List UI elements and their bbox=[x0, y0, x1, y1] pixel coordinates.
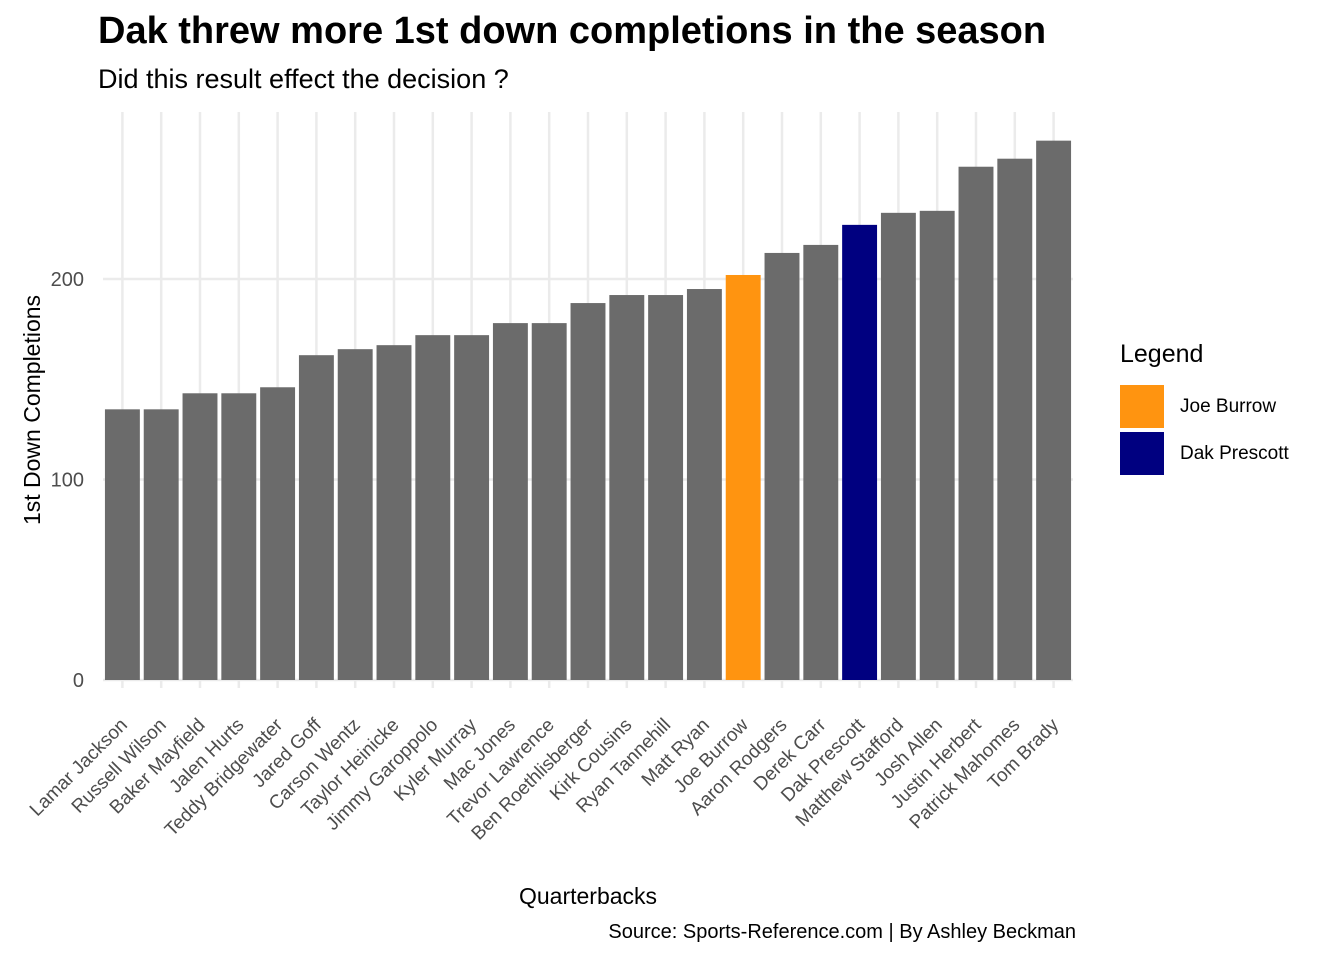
bar bbox=[609, 295, 645, 680]
bar bbox=[880, 212, 916, 680]
bar bbox=[1036, 140, 1072, 680]
bar bbox=[104, 409, 140, 680]
bar bbox=[958, 166, 994, 681]
legend-title: Legend bbox=[1120, 340, 1204, 368]
bar bbox=[298, 355, 334, 680]
bar bbox=[492, 323, 528, 680]
bar bbox=[803, 244, 839, 681]
y-tick-label: 0 bbox=[73, 670, 84, 692]
bar bbox=[376, 345, 412, 680]
bar bbox=[997, 158, 1033, 680]
bar bbox=[337, 349, 373, 680]
y-axis-title: 1st Down Completions bbox=[19, 295, 45, 525]
y-tick-label: 100 bbox=[51, 470, 84, 492]
x-axis-title: Quarterbacks bbox=[519, 883, 657, 909]
bar bbox=[648, 295, 684, 680]
legend-key-joe-burrow bbox=[1120, 385, 1164, 428]
chart-title: Dak threw more 1st down completions in t… bbox=[98, 10, 1047, 52]
bar bbox=[143, 409, 179, 680]
bar bbox=[531, 323, 567, 680]
bar bbox=[570, 303, 606, 680]
legend: Legend Joe Burrow Dak Prescott bbox=[1120, 340, 1289, 477]
bar bbox=[919, 210, 955, 680]
legend-label: Joe Burrow bbox=[1180, 395, 1277, 417]
bar bbox=[725, 274, 761, 680]
bar bbox=[415, 335, 451, 680]
bar bbox=[842, 224, 878, 681]
legend-item-joe-burrow: Joe Burrow bbox=[1120, 383, 1289, 430]
legend-label: Dak Prescott bbox=[1180, 442, 1289, 464]
bar bbox=[221, 393, 257, 680]
bar bbox=[182, 393, 218, 680]
bar bbox=[764, 252, 800, 680]
y-tick-label: 200 bbox=[51, 269, 84, 291]
bar bbox=[686, 289, 722, 680]
legend-key-dak-prescott bbox=[1120, 432, 1164, 475]
source-caption: Source: Sports-Reference.com | By Ashley… bbox=[608, 921, 1076, 943]
bar bbox=[454, 335, 490, 680]
legend-item-dak-prescott: Dak Prescott bbox=[1120, 430, 1289, 477]
bar bbox=[260, 387, 296, 680]
chart-subtitle: Did this result effect the decision ? bbox=[98, 64, 509, 94]
